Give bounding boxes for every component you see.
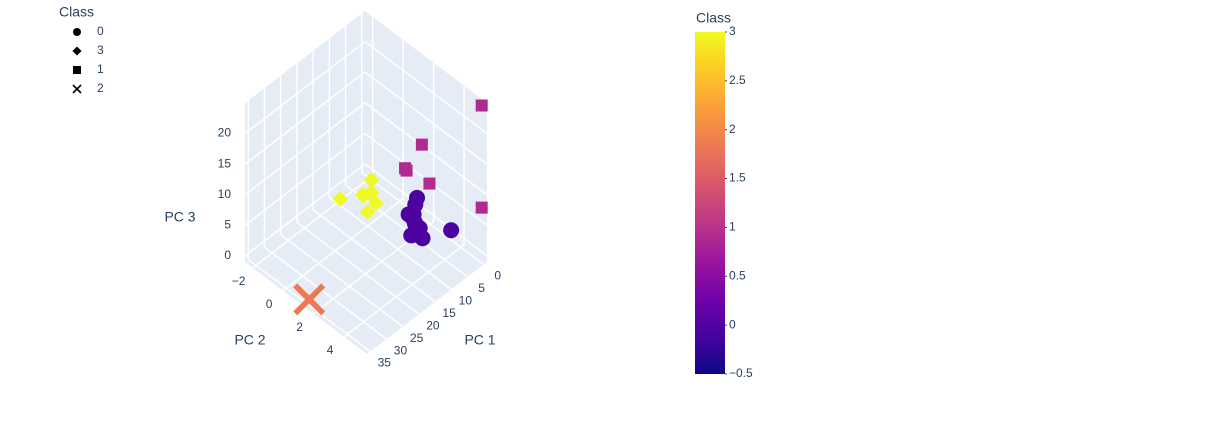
point bbox=[415, 138, 428, 151]
colorbar-tick-label: 2.5 bbox=[729, 73, 746, 87]
y-tick-label: 4 bbox=[327, 343, 334, 357]
grid-line bbox=[264, 246, 387, 340]
z-tick-label: 5 bbox=[224, 217, 231, 231]
point bbox=[363, 184, 379, 201]
point bbox=[363, 171, 380, 188]
grid-line bbox=[244, 40, 366, 135]
wall bbox=[245, 11, 365, 262]
x-tick-label: 10 bbox=[459, 294, 473, 308]
x-axis-title: PC 1 bbox=[464, 332, 495, 348]
y-tick-label: 2 bbox=[296, 320, 303, 334]
grid-line bbox=[252, 175, 374, 269]
grid-line bbox=[328, 196, 452, 290]
legend-title: Class bbox=[59, 4, 94, 20]
legend-marker bbox=[72, 84, 82, 94]
x-tick-label: 30 bbox=[394, 343, 408, 357]
point bbox=[400, 164, 413, 177]
colorbar-title: Class bbox=[696, 10, 731, 26]
colorbar-tick-label: 2 bbox=[729, 122, 736, 136]
grid-line bbox=[361, 171, 485, 266]
point bbox=[293, 283, 326, 316]
colorbar-tick-label: 1.5 bbox=[729, 171, 746, 185]
grid-line bbox=[364, 40, 488, 135]
point bbox=[368, 195, 384, 212]
point bbox=[475, 201, 488, 214]
z-tick-label: 15 bbox=[218, 156, 232, 170]
grid-line bbox=[343, 244, 465, 338]
grid-line bbox=[244, 132, 366, 226]
legend-marker bbox=[72, 46, 82, 56]
grid-line bbox=[364, 71, 488, 165]
grid-line bbox=[244, 102, 366, 196]
point bbox=[355, 187, 372, 204]
legend-marker bbox=[73, 28, 81, 36]
point bbox=[409, 189, 426, 206]
point bbox=[332, 191, 349, 207]
legend-label: 2 bbox=[97, 81, 104, 95]
x-tick-label: 35 bbox=[378, 356, 392, 370]
colorbar-tick-label: 0 bbox=[729, 317, 736, 331]
wall bbox=[365, 11, 487, 262]
x-tick-label: 0 bbox=[494, 269, 501, 283]
z-axis-title: PC 3 bbox=[164, 209, 195, 225]
z-tick-label: 0 bbox=[224, 248, 231, 262]
colorbar-tick-label: 1 bbox=[729, 220, 736, 234]
point bbox=[359, 204, 376, 220]
y-tick-label: −2 bbox=[232, 274, 246, 288]
x-tick-label: 25 bbox=[410, 331, 424, 345]
colorbar bbox=[695, 32, 725, 374]
grid-line bbox=[247, 258, 371, 353]
point bbox=[475, 99, 488, 112]
legend-label: 1 bbox=[97, 62, 104, 76]
y-tick-label: 0 bbox=[266, 297, 273, 311]
z-tick-label: 20 bbox=[218, 126, 232, 140]
grid-line bbox=[282, 198, 404, 292]
point bbox=[414, 230, 431, 247]
grid-line bbox=[244, 163, 366, 257]
colorbar-tick-label: −0.5 bbox=[729, 366, 753, 380]
legend-marker bbox=[73, 66, 81, 74]
grid-line bbox=[364, 163, 488, 257]
x-tick-label: 15 bbox=[442, 306, 456, 320]
legend-label: 3 bbox=[97, 43, 104, 57]
point bbox=[400, 206, 417, 223]
z-tick-label: 10 bbox=[218, 187, 232, 201]
grid-line bbox=[244, 71, 366, 165]
floor bbox=[245, 170, 487, 354]
x-tick-label: 5 bbox=[478, 281, 485, 295]
grid-line bbox=[280, 234, 404, 328]
point bbox=[443, 222, 460, 239]
point bbox=[423, 177, 436, 190]
colorbar-tick-label: 3 bbox=[729, 24, 736, 38]
y-axis-title: PC 2 bbox=[234, 332, 265, 348]
grid-line bbox=[312, 209, 436, 303]
legend-label: 0 bbox=[97, 24, 104, 38]
x-tick-label: 20 bbox=[426, 318, 440, 332]
grid-line bbox=[296, 221, 420, 315]
colorbar-tick-label: 0.5 bbox=[729, 268, 746, 282]
